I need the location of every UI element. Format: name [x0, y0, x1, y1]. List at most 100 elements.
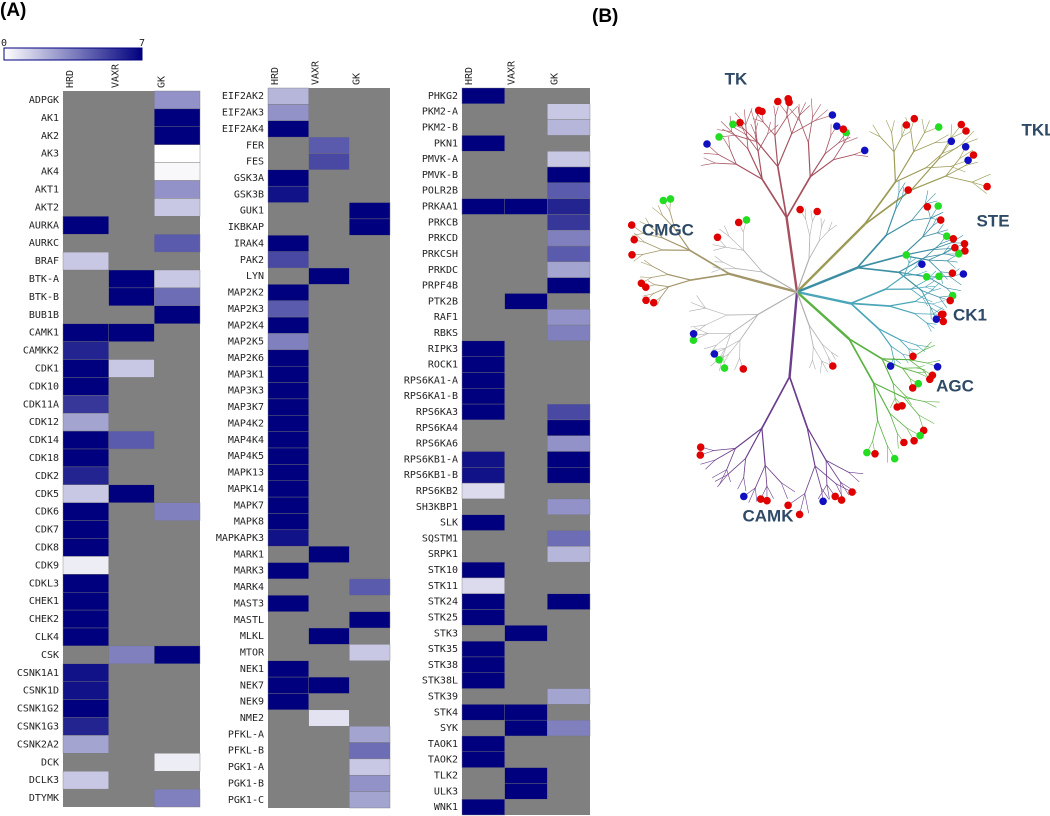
heatmap-cell — [461, 561, 505, 579]
row-label: RIPK3 — [428, 344, 458, 355]
heatmap-cell — [154, 753, 201, 772]
row-label: AK1 — [41, 113, 59, 124]
tree-branch — [798, 105, 811, 116]
tree-branch — [674, 228, 691, 251]
tree-branch — [652, 265, 669, 275]
kinase-dot — [715, 356, 723, 364]
tree-branch — [633, 254, 644, 262]
heatmap-cell — [461, 751, 505, 768]
kinase-dot — [831, 492, 839, 501]
heatmap-cell — [62, 538, 109, 557]
tree-branch — [734, 134, 758, 143]
tree-branch — [921, 118, 925, 133]
row-label: IRAK4 — [234, 238, 264, 249]
tree-branch — [805, 219, 811, 237]
heatmap-cell — [547, 546, 591, 563]
tree-branch — [908, 359, 928, 364]
tree-branch — [869, 131, 881, 138]
kinase-dot — [949, 235, 958, 243]
kinase-dot — [961, 143, 970, 151]
kinase-dot — [916, 431, 924, 440]
tree-branch — [814, 109, 828, 121]
tree-branch — [711, 268, 722, 273]
tree-branch — [960, 131, 974, 146]
row-label: MARK4 — [234, 582, 264, 593]
row-label: STK10 — [428, 565, 458, 576]
row-label: CDK9 — [35, 560, 59, 571]
tree-branch — [755, 112, 764, 123]
tree-branch — [825, 459, 841, 483]
tree-branch — [810, 98, 813, 118]
row-label: PRKAA1 — [422, 202, 458, 213]
tree-branch — [921, 290, 940, 298]
tree-branch — [892, 382, 896, 399]
row-label: CDK12 — [29, 417, 59, 428]
tree-branch — [780, 482, 788, 499]
tree-branch — [922, 344, 936, 351]
row-label: AK2 — [41, 131, 59, 142]
kinase-dot — [926, 375, 934, 384]
tree-branch — [894, 192, 900, 211]
tree-branch — [908, 257, 917, 264]
kinase-dot — [813, 207, 821, 216]
row-label: STK11 — [428, 581, 458, 592]
tree-branch — [922, 297, 928, 307]
tree-branch — [737, 477, 745, 490]
heatmap-cell — [547, 419, 591, 436]
tree-branch — [812, 346, 823, 362]
kinase-dot — [902, 121, 911, 129]
tree-branch — [766, 485, 774, 499]
kinase-dot — [689, 330, 698, 338]
tree-branch — [873, 382, 879, 421]
tree-branch — [743, 457, 747, 478]
tree-branch — [925, 165, 952, 169]
tree-branch — [754, 122, 758, 143]
tree-branch — [757, 291, 798, 316]
tree-branch — [831, 351, 839, 357]
kinase-dot — [909, 352, 917, 361]
heatmap-cell — [267, 693, 309, 711]
kinase-dot — [729, 120, 737, 129]
tree-branch — [856, 266, 900, 274]
tree-branch — [662, 215, 676, 230]
tree-branch — [910, 158, 940, 191]
heatmap-cell — [267, 415, 309, 432]
row-label: CSNK2A2 — [17, 739, 59, 750]
heatmap-cell — [62, 466, 109, 485]
heatmap-cell — [267, 284, 309, 301]
tree-branch — [893, 136, 903, 153]
tree-branch — [647, 280, 656, 286]
kinase-dot — [934, 202, 942, 210]
kinase-dot — [959, 270, 968, 278]
kinase-dot — [961, 247, 969, 255]
row-label: MAP2K2 — [228, 288, 264, 299]
heatmap-cell — [62, 520, 109, 539]
row-label: AURKC — [29, 238, 59, 249]
kinase-dot — [951, 243, 959, 252]
tree-branch — [917, 270, 928, 275]
row-label: CSNK1A1 — [17, 668, 59, 679]
tree-branch — [701, 162, 716, 166]
colorbar-tick-label: 7 — [139, 38, 145, 49]
tree-branch — [863, 189, 913, 226]
tree-branch — [929, 282, 940, 292]
heatmap-cell — [461, 87, 505, 105]
heatmap-cell — [461, 340, 505, 357]
heatmap-cell — [108, 645, 155, 665]
kinase-group-label: STE — [976, 211, 1009, 230]
tree-branch — [924, 285, 936, 288]
row-label: RPS6KA6 — [416, 439, 458, 450]
heatmap-cell — [461, 388, 505, 405]
row-label: CDK14 — [29, 435, 59, 446]
tree-branch — [809, 359, 813, 369]
row-label: GUK1 — [240, 206, 264, 217]
tree-branch — [804, 465, 816, 494]
tree-branch — [723, 353, 730, 363]
heatmap-cell — [504, 293, 548, 310]
heatmap-cell — [504, 704, 548, 721]
tree-branch — [808, 235, 811, 260]
row-label: CSNK1G3 — [17, 721, 59, 732]
row-label: EIF2AK3 — [222, 108, 264, 119]
row-label: SH3KBP1 — [416, 502, 458, 513]
heatmap-cell — [267, 529, 309, 547]
